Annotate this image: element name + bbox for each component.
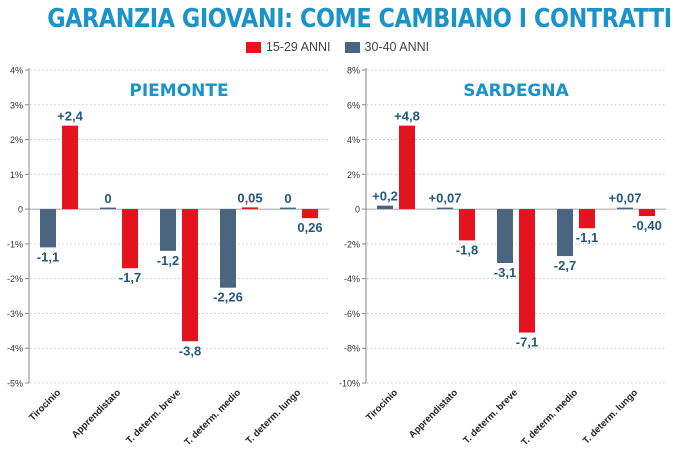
bar-older-1	[100, 207, 116, 210]
data-label: -1,1	[576, 230, 598, 245]
bar-young-3	[242, 207, 258, 210]
bar-young-1	[122, 209, 138, 269]
bar-older-4	[280, 207, 296, 210]
data-label: 0	[104, 191, 111, 206]
chart-title: PIEMONTE	[129, 81, 228, 101]
y-tick-label: -5%	[7, 379, 23, 389]
data-label: -1,7	[119, 270, 141, 285]
y-tick-label: -8%	[344, 344, 360, 354]
y-tick-label: 1%	[10, 170, 23, 180]
data-label: +2,4	[57, 109, 83, 124]
y-tick-label: -4%	[7, 344, 23, 354]
data-label: -7,1	[516, 335, 538, 350]
y-tick-label: -3%	[7, 309, 23, 319]
legend-swatch-young	[245, 41, 261, 53]
bar-young-3	[579, 209, 595, 229]
data-label: -2,26	[213, 290, 243, 305]
x-tick-label: T. determ. breve	[124, 387, 183, 446]
data-label: -0,40	[632, 218, 662, 233]
data-label: -3,1	[494, 265, 516, 280]
bar-young-0	[62, 125, 78, 210]
bar-older-0	[40, 209, 56, 248]
bar-young-4	[639, 209, 655, 217]
chart-title: SARDEGNA	[463, 81, 569, 101]
legend-item-young: 15-29 ANNI	[245, 40, 331, 54]
legend-label-older: 30-40 ANNI	[364, 40, 430, 54]
data-label: +0,2	[372, 189, 398, 204]
x-tick-label: Apprendistato	[407, 387, 460, 440]
y-tick-label: -10%	[339, 379, 360, 389]
data-label: -1,1	[37, 249, 59, 264]
data-label: +0,07	[609, 191, 642, 206]
bar-young-0	[399, 125, 415, 210]
chart-sardegna: SARDEGNA 8% 6% 4% 2% 0 -2% -4% -6% -8% -10% +0,2 +4,…	[339, 66, 666, 448]
bar-older-3	[220, 209, 236, 288]
chart-piemonte: PIEMONTE 4% 3% 2% 1% 0 -1% -2% -3% -4% -5% -1,1 +2,4…	[7, 66, 329, 448]
y-tick-label: -2%	[344, 239, 360, 249]
y-tick-label: -2%	[7, 274, 23, 284]
bar-older-1	[437, 207, 453, 210]
bar-older-4	[617, 207, 633, 210]
x-tick-label: T. determ. lungo	[581, 387, 640, 446]
x-tick-label: T. determ. breve	[461, 387, 520, 446]
y-tick-label: -1%	[7, 239, 23, 249]
y-tick-label: 2%	[347, 170, 360, 180]
x-tick-label: Tirocinio	[364, 387, 400, 423]
bar-young-2	[182, 209, 198, 342]
bar-older-2	[497, 209, 513, 264]
y-tick-label: 3%	[10, 100, 23, 110]
bar-young-4	[302, 209, 318, 219]
y-tick-label: 4%	[10, 66, 23, 76]
x-tick-label: Tirocinio	[27, 387, 63, 423]
data-label: -2,7	[554, 258, 576, 273]
y-tick-label: 0	[18, 205, 23, 215]
y-tick-label: 2%	[10, 135, 23, 145]
legend-item-older: 30-40 ANNI	[344, 40, 430, 54]
data-label: -3,8	[179, 343, 201, 358]
data-label: 0	[284, 191, 291, 206]
x-tick-label: T. determ. lungo	[244, 387, 303, 446]
data-label: -1,2	[157, 253, 179, 268]
bar-older-0	[377, 205, 393, 210]
data-label: +0,07	[429, 191, 462, 206]
y-tick-label: 4%	[347, 135, 360, 145]
y-tick-label: -6%	[344, 309, 360, 319]
bar-young-2	[519, 209, 535, 333]
x-tick-label: T. determ. medio	[519, 387, 580, 448]
data-label: 0,26	[297, 220, 322, 235]
data-label: -1,8	[456, 242, 478, 257]
bar-young-1	[459, 209, 475, 241]
y-tick-label: 8%	[347, 66, 360, 76]
y-tick-label: 6%	[347, 100, 360, 110]
legend-swatch-older	[344, 41, 360, 53]
y-tick-label: 0	[355, 205, 360, 215]
x-tick-label: Apprendistato	[70, 387, 123, 440]
chart-legend: 15-29 ANNI 30-40 ANNI	[0, 40, 675, 54]
data-label: +4,8	[394, 109, 420, 124]
bar-older-3	[557, 209, 573, 257]
page-title: GARANZIA GIOVANI: COME CAMBIANO I CONTRA…	[47, 4, 672, 34]
y-tick-label: -4%	[344, 274, 360, 284]
x-tick-label: T. determ. medio	[182, 387, 243, 448]
bar-older-2	[160, 209, 176, 251]
legend-label-young: 15-29 ANNI	[265, 40, 331, 54]
data-label: 0,05	[237, 190, 262, 205]
